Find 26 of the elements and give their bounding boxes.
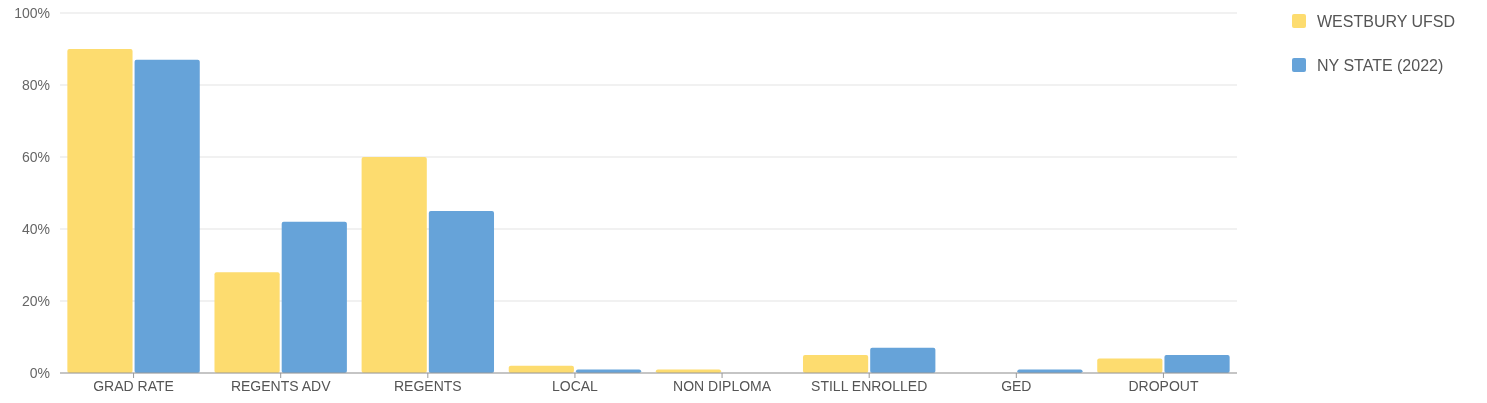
x-tick-label: GRAD RATE xyxy=(93,378,174,394)
x-tick-label: REGENTS xyxy=(393,378,462,394)
x-tick-label: GED xyxy=(1001,378,1032,394)
bar xyxy=(802,355,869,373)
y-tick-label: 40% xyxy=(21,220,50,237)
x-tick-label: REGENTS ADV xyxy=(230,378,332,394)
legend-label: NY STATE (2022) xyxy=(1317,56,1444,74)
y-tick-label: 0% xyxy=(29,364,50,381)
bar xyxy=(281,221,347,373)
x-tick-label: DROPOUT xyxy=(1128,378,1199,394)
bar xyxy=(214,272,280,373)
bar xyxy=(361,157,427,373)
bar xyxy=(870,347,936,373)
x-tick-label: STILL ENROLLED xyxy=(811,378,928,394)
y-tick-label: 60% xyxy=(21,148,50,165)
y-tick-label: 80% xyxy=(21,76,50,93)
bar xyxy=(1097,358,1163,373)
x-tick-label: LOCAL xyxy=(551,378,599,394)
bar xyxy=(67,49,133,373)
bar xyxy=(1164,355,1230,373)
y-tick-label: 20% xyxy=(21,292,50,309)
y-tick-label: 100% xyxy=(14,4,50,21)
bar xyxy=(134,59,200,373)
bar xyxy=(428,211,495,373)
legend-label: WESTBURY UFSD xyxy=(1317,12,1456,30)
x-tick-label: NON DIPLOMA xyxy=(673,378,772,394)
